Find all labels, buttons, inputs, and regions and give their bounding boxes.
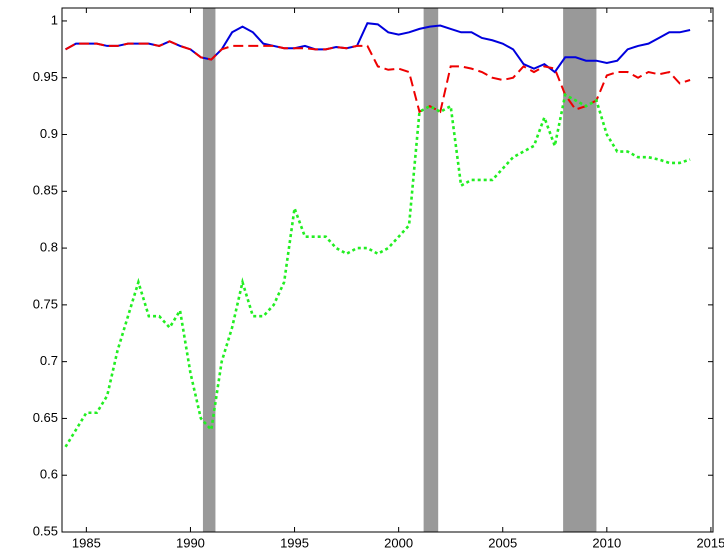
y-tick-label: 0.55 — [33, 523, 58, 538]
plot-frame — [61, 7, 714, 533]
x-tick-label: 1995 — [280, 535, 309, 550]
recession-band — [202, 8, 216, 532]
recession-band — [423, 8, 439, 532]
x-tick-label: 1985 — [72, 535, 101, 550]
y-tick-label: 0.75 — [33, 296, 58, 311]
x-tick-label: 2015 — [696, 535, 724, 550]
x-tick-label: 2005 — [488, 535, 517, 550]
plot-background — [62, 8, 713, 532]
recession-band — [563, 8, 597, 532]
y-tick-label: 1 — [51, 12, 58, 27]
y-tick-label: 0.8 — [40, 240, 58, 255]
x-tick-label: 2010 — [592, 535, 621, 550]
y-tick-label: 0.65 — [33, 410, 58, 425]
x-tick-label: 1990 — [176, 535, 205, 550]
y-tick-label: 0.85 — [33, 183, 58, 198]
y-tick-label: 0.7 — [40, 353, 58, 368]
series-line — [64, 92, 691, 448]
y-tick-label: 0.6 — [40, 467, 58, 482]
y-tick-label: 0.9 — [40, 126, 58, 141]
y-tick-label: 0.95 — [33, 69, 58, 84]
x-tick-label: 2000 — [384, 535, 413, 550]
